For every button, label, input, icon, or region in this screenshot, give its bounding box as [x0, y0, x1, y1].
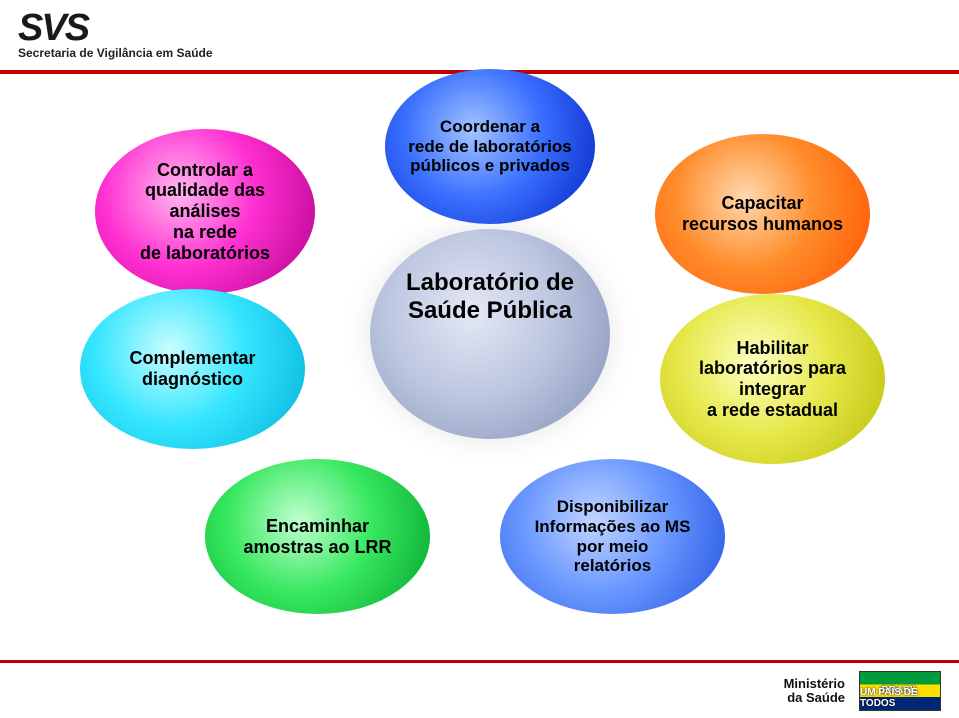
bubble-habilitar: Habilitarlaboratórios paraintegrara rede… — [660, 294, 885, 464]
bubble-encaminhar: Encaminharamostras ao LRR — [205, 459, 430, 614]
bubble-label: Controlar aqualidade das análisesna rede… — [109, 160, 301, 263]
bubble-disponibilizar: DisponibilizarInformações ao MSpor meior… — [500, 459, 725, 614]
center-bubble: Laboratório deSaúde Pública — [370, 229, 610, 439]
brasil-tagline: UM PAÍS DE TODOS — [860, 687, 938, 709]
bubble-label: Complementardiagnóstico — [129, 348, 255, 389]
bubble-label: Coordenar arede de laboratóriospúblicos … — [408, 117, 571, 176]
ministry-logo: Ministério da Saúde — [784, 677, 845, 704]
bubble-capacitar: Capacitarrecursos humanos — [655, 134, 870, 294]
svs-logo-subtitle: Secretaria de Vigilância em Saúde — [18, 46, 213, 60]
header: SVS Secretaria de Vigilância em Saúde — [0, 0, 959, 72]
bubble-coordenar: Coordenar arede de laboratóriospúblicos … — [385, 69, 595, 224]
footer: Ministério da Saúde BRASIL UM PAÍS DE TO… — [0, 660, 959, 718]
bubble-label: Capacitarrecursos humanos — [682, 193, 843, 234]
center-bubble-label: Laboratório deSaúde Pública — [406, 269, 574, 324]
bubble-complementar: Complementardiagnóstico — [80, 289, 305, 449]
ministry-line2: da Saúde — [784, 691, 845, 705]
bubble-label: DisponibilizarInformações ao MSpor meior… — [535, 497, 691, 575]
svs-logo: SVS Secretaria de Vigilância em Saúde — [18, 12, 213, 60]
brasil-logo: BRASIL UM PAÍS DE TODOS — [859, 671, 941, 711]
bubble-controlar: Controlar aqualidade das análisesna rede… — [95, 129, 315, 294]
ministry-line1: Ministério — [784, 677, 845, 691]
diagram-canvas: Laboratório deSaúde Pública Coordenar ar… — [0, 74, 959, 664]
bubble-label: Habilitarlaboratórios paraintegrara rede… — [699, 338, 846, 421]
svs-logo-mark: SVS — [18, 12, 88, 44]
bubble-label: Encaminharamostras ao LRR — [243, 516, 391, 557]
